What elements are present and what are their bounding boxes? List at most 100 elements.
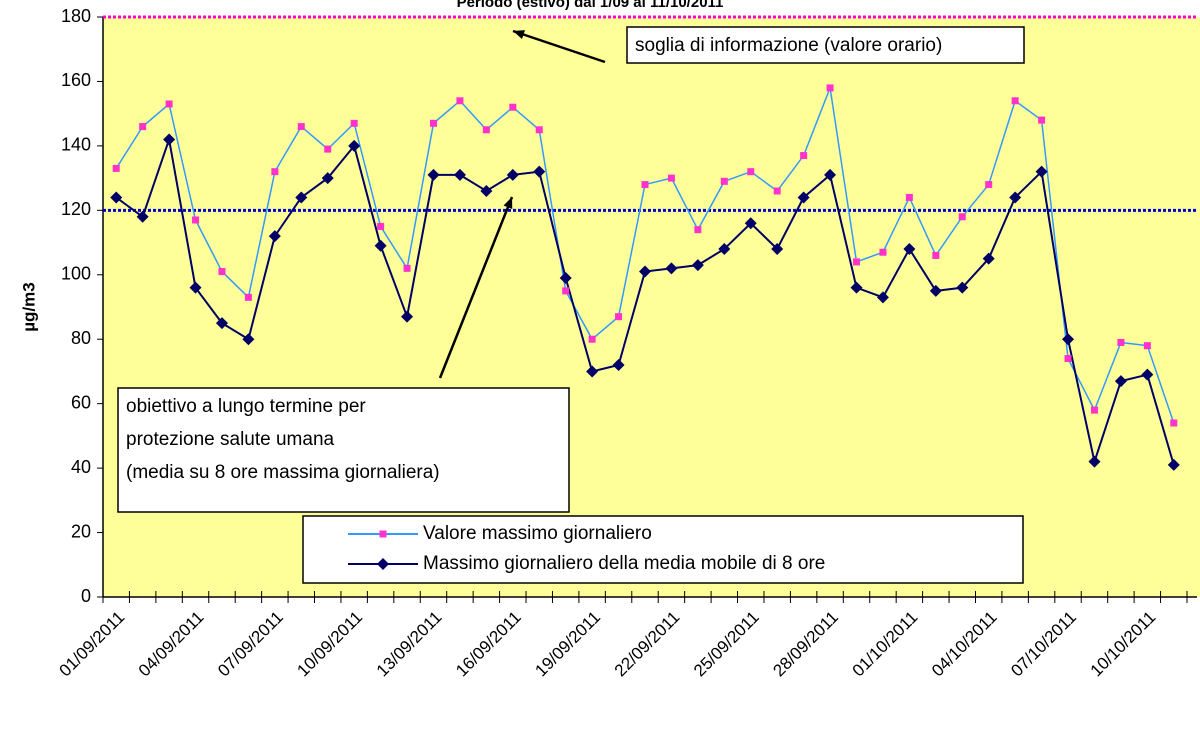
- data-point: [533, 165, 546, 178]
- data-point: [982, 252, 995, 265]
- data-point: [903, 243, 916, 255]
- data-point: [1064, 355, 1072, 363]
- data-point: [985, 181, 993, 189]
- y-tick-label: 40: [71, 457, 91, 477]
- data-point: [215, 317, 228, 330]
- data-point: [586, 365, 599, 378]
- data-point: [377, 558, 389, 570]
- data-point: [588, 335, 596, 343]
- data-point: [377, 222, 385, 230]
- data-point: [853, 258, 861, 266]
- data-point: [401, 310, 414, 323]
- data-point: [218, 268, 226, 276]
- y-axis-label: µg/m3: [19, 282, 38, 331]
- annotation-text: obiettivo a lungo termine per: [126, 396, 366, 417]
- y-tick-label: 100: [61, 264, 91, 284]
- data-point: [744, 217, 757, 230]
- data-point: [1009, 191, 1022, 204]
- data-point: [773, 187, 781, 195]
- data-point: [535, 126, 543, 134]
- data-point: [374, 239, 387, 252]
- data-point: [1141, 368, 1154, 381]
- y-tick-label: 160: [61, 70, 91, 90]
- data-point: [379, 530, 387, 538]
- x-tick-label: 10/10/2011: [1087, 608, 1160, 681]
- data-point: [850, 281, 863, 294]
- x-tick-label: 19/09/2011: [531, 608, 604, 681]
- data-point: [1117, 338, 1125, 346]
- data-point: [403, 264, 411, 272]
- data-point: [956, 281, 969, 294]
- data-point: [562, 287, 570, 295]
- legend-box: [302, 515, 1024, 584]
- arrow-head: [503, 197, 513, 209]
- annotation-text: (media su 8 ore massima giornaliera): [126, 462, 440, 483]
- data-point: [612, 359, 625, 371]
- data-point: [1143, 342, 1151, 350]
- y-tick-label: 20: [71, 521, 91, 541]
- x-tick-label: 01/10/2011: [849, 608, 922, 681]
- y-tick-label: 60: [71, 392, 91, 412]
- legend-label: Valore massimo giornaliero: [423, 523, 652, 544]
- annotation-arrow: [438, 196, 514, 379]
- data-point: [905, 193, 913, 201]
- y-tick-label: 180: [61, 6, 91, 26]
- data-point: [1035, 165, 1048, 178]
- data-point: [718, 243, 731, 255]
- x-tick-label: 16/09/2011: [452, 608, 525, 681]
- data-point: [112, 164, 120, 172]
- chart-title: Periodo (estivo) dal 1/09 al 11/10/2011: [457, 0, 724, 11]
- x-tick-label: 04/10/2011: [928, 608, 1001, 681]
- y-tick-label: 140: [61, 135, 91, 155]
- data-point: [480, 185, 493, 197]
- data-point: [456, 97, 464, 105]
- data-point: [139, 123, 147, 131]
- annotation-text: protezione salute umana: [126, 429, 335, 450]
- annotation-box: [626, 26, 1025, 64]
- data-point: [615, 313, 623, 321]
- annotation-arrow: [512, 29, 606, 64]
- data-point: [932, 251, 940, 259]
- data-point: [110, 191, 123, 204]
- x-tick-label: 07/09/2011: [214, 608, 287, 681]
- legend-label: Massimo giornaliero della media mobile d…: [423, 553, 825, 574]
- data-point: [163, 133, 176, 146]
- data-point: [559, 272, 572, 284]
- annotation-box: [117, 387, 570, 513]
- x-tick-label: 22/09/2011: [611, 608, 684, 681]
- data-point: [691, 259, 704, 272]
- data-point: [665, 262, 678, 275]
- data-point: [929, 284, 942, 297]
- x-tick-label: 04/09/2011: [135, 608, 208, 681]
- data-point: [271, 168, 279, 176]
- data-point: [771, 243, 784, 255]
- data-point: [321, 172, 334, 185]
- x-tick-label: 07/10/2011: [1007, 608, 1080, 681]
- data-point: [1011, 97, 1019, 105]
- data-point: [348, 139, 361, 152]
- data-point: [324, 145, 332, 153]
- data-point: [958, 213, 966, 221]
- data-point: [1114, 375, 1127, 388]
- data-point: [1167, 458, 1180, 471]
- x-tick-label: 10/09/2011: [293, 608, 366, 681]
- data-point: [244, 293, 252, 301]
- arrow-head: [513, 30, 525, 39]
- data-point: [667, 174, 675, 182]
- data-point: [824, 168, 837, 181]
- y-tick-label: 80: [71, 328, 91, 348]
- x-tick-label: 01/09/2011: [56, 608, 129, 681]
- data-point: [482, 126, 490, 134]
- data-point: [1090, 406, 1098, 414]
- data-point: [268, 230, 281, 243]
- data-point: [192, 216, 200, 224]
- data-point: [879, 248, 887, 256]
- data-point: [1088, 455, 1101, 468]
- data-point: [639, 265, 651, 278]
- annotation-text: soglia di informazione (valore orario): [635, 35, 942, 56]
- data-point: [453, 168, 466, 181]
- data-point: [797, 191, 810, 204]
- data-point: [1038, 116, 1046, 124]
- data-point: [720, 177, 728, 185]
